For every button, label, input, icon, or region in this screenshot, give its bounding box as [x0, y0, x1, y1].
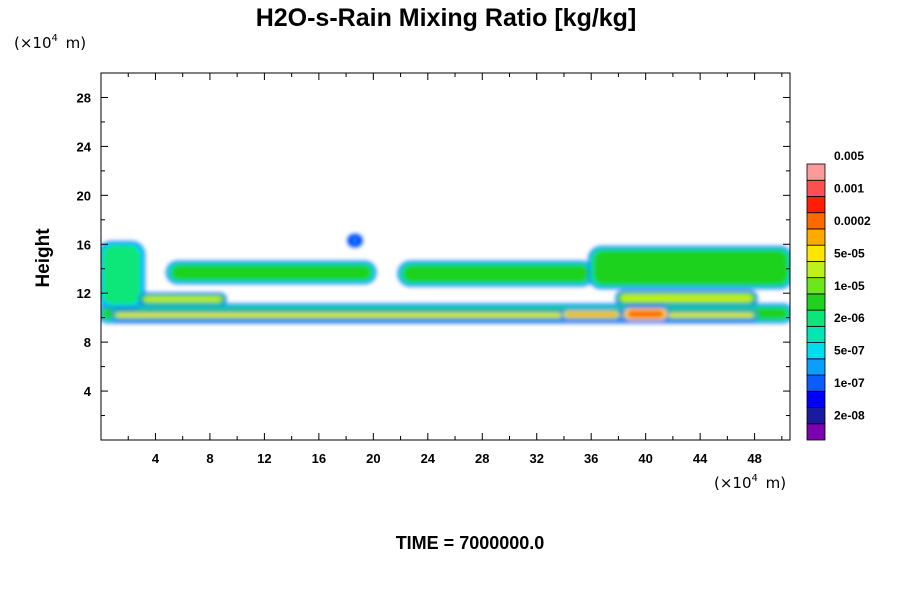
- colorbar-swatch: [806, 407, 826, 425]
- region-cell-19: [352, 237, 358, 244]
- y-tick-label: 28: [77, 90, 91, 105]
- region-upper-layer-east: [593, 250, 788, 285]
- plot-frame: [100, 72, 791, 441]
- field-layer: [101, 233, 790, 324]
- colorbar-label: 2e-06: [834, 311, 865, 325]
- x-axis: 4 8 12 16 20 24 28 32 36 40 44 48: [127, 73, 783, 466]
- x-tick-label: 8: [206, 451, 213, 466]
- region-upper-layer-mid: [402, 264, 590, 283]
- colorbar-swatch: [806, 374, 826, 392]
- x-tick-label: 20: [366, 451, 380, 466]
- colorbar-swatch: [806, 212, 826, 230]
- x-tick-label: 16: [312, 451, 326, 466]
- colorbar-swatch: [806, 228, 826, 246]
- colorbar-label: 0.005: [834, 149, 864, 163]
- y-tick-label: 24: [77, 139, 92, 154]
- region-main-band-hot-40: [627, 310, 665, 318]
- colorbar-label: 1e-07: [834, 376, 865, 390]
- colorbar-label: 2e-08: [834, 409, 865, 423]
- x-tick-label: 36: [584, 451, 598, 466]
- region-mid-layer-east: [620, 294, 753, 302]
- colorbar-swatch: [806, 423, 826, 441]
- colorbar-swatch: [806, 309, 826, 327]
- time-label: TIME = 7000000.0: [396, 533, 545, 553]
- colorbar-label: 5e-05: [834, 246, 865, 260]
- y-unit-label: (×104 m): [14, 33, 86, 52]
- y-tick-label: 8: [84, 335, 91, 350]
- colorbar-swatch: [806, 244, 826, 262]
- colorbar-label: 0.0002: [834, 214, 871, 228]
- x-tick-label: 32: [529, 451, 543, 466]
- colorbar-label: 5e-07: [834, 344, 865, 358]
- chart-title: H2O-s-Rain Mixing Ratio [kg/kg]: [256, 4, 637, 32]
- colorbar-swatch: [806, 342, 826, 360]
- y-axis: 4 8 12 16 20 24 28: [77, 90, 790, 417]
- y-tick-label: 20: [77, 188, 91, 203]
- y-axis-label: Height: [33, 228, 54, 288]
- colorbar-swatch: [806, 390, 826, 408]
- x-tick-label: 12: [257, 451, 271, 466]
- colorbar: 2e-08 1e-07 5e-07 2e-06 1e-05 5e-05 0.0002 0.00…: [806, 149, 871, 441]
- colorbar-label: 0.001: [834, 181, 864, 195]
- colorbar-swatch: [806, 293, 826, 311]
- x-tick-label: 40: [638, 451, 652, 466]
- colorbar-swatch: [806, 358, 826, 376]
- plot-data: [101, 233, 790, 324]
- region-upper-layer-west: [171, 264, 372, 280]
- colorbar-swatch: [806, 179, 826, 197]
- y-tick-label: 4: [84, 384, 92, 399]
- colorbar-swatch: [806, 277, 826, 295]
- x-tick-label: 44: [693, 451, 708, 466]
- region-main-band-hot-36: [565, 312, 617, 317]
- x-tick-label: 4: [152, 451, 160, 466]
- colorbar-swatch: [806, 163, 826, 181]
- region-mid-layer-west: [143, 296, 222, 302]
- x-tick-label: 48: [747, 451, 761, 466]
- colorbar-swatch: [806, 261, 826, 279]
- colorbar-label: 1e-05: [834, 279, 865, 293]
- colorbar-swatch: [806, 196, 826, 214]
- x-tick-label: 28: [475, 451, 489, 466]
- x-tick-label: 24: [421, 451, 436, 466]
- y-tick-label: 16: [77, 237, 91, 252]
- colorbar-swatch: [806, 325, 826, 343]
- x-unit-label: (×104 m): [714, 473, 786, 492]
- y-tick-label: 12: [77, 286, 91, 301]
- region-west-plume: [103, 245, 140, 305]
